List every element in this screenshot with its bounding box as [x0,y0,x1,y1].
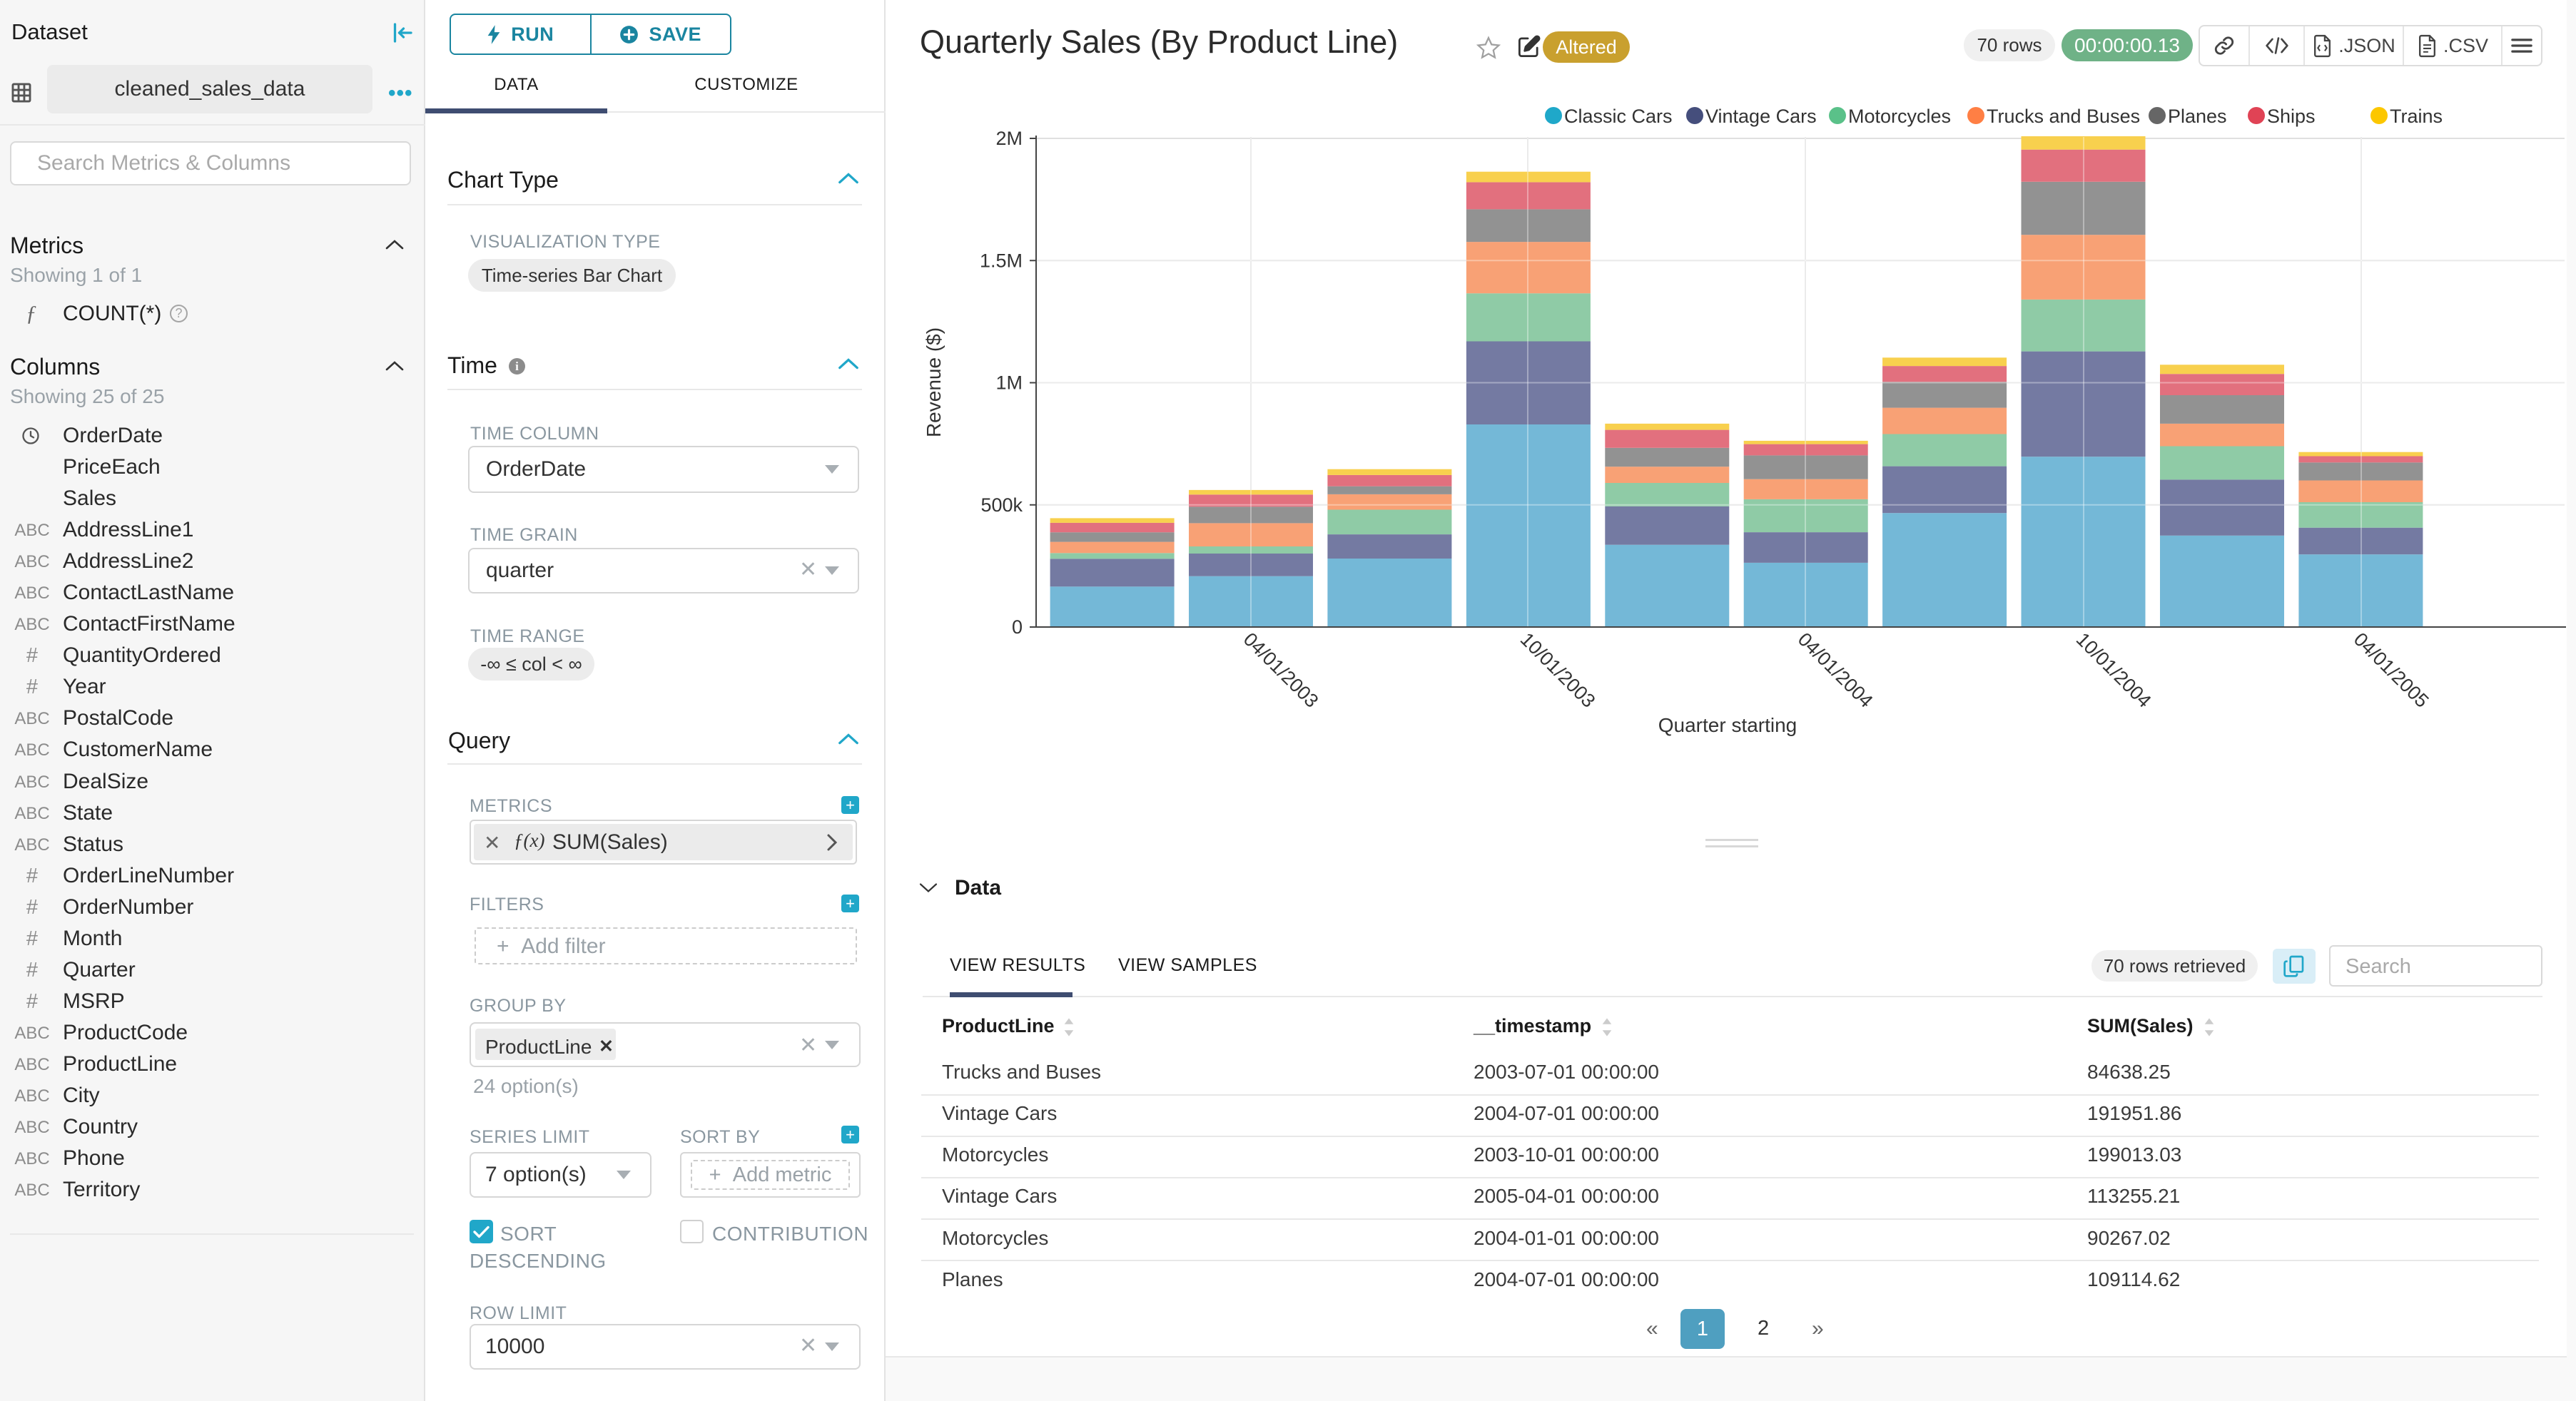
svg-text:04/01/2003: 04/01/2003 [1239,628,1323,712]
svg-text:04/01/2005: 04/01/2005 [2350,628,2433,712]
svg-text:Quarter starting: Quarter starting [1658,714,1797,736]
svg-text:10/01/2003: 10/01/2003 [1516,628,1600,712]
svg-text:Revenue ($): Revenue ($) [923,327,945,437]
svg-text:1.5M: 1.5M [980,250,1023,271]
svg-text:1M: 1M [995,372,1023,394]
svg-text:04/01/2004: 04/01/2004 [1794,628,1877,712]
svg-text:2M: 2M [995,128,1023,149]
svg-text:0: 0 [1012,616,1023,638]
svg-text:10/01/2004: 10/01/2004 [2072,628,2156,712]
svg-text:500k: 500k [980,494,1023,516]
